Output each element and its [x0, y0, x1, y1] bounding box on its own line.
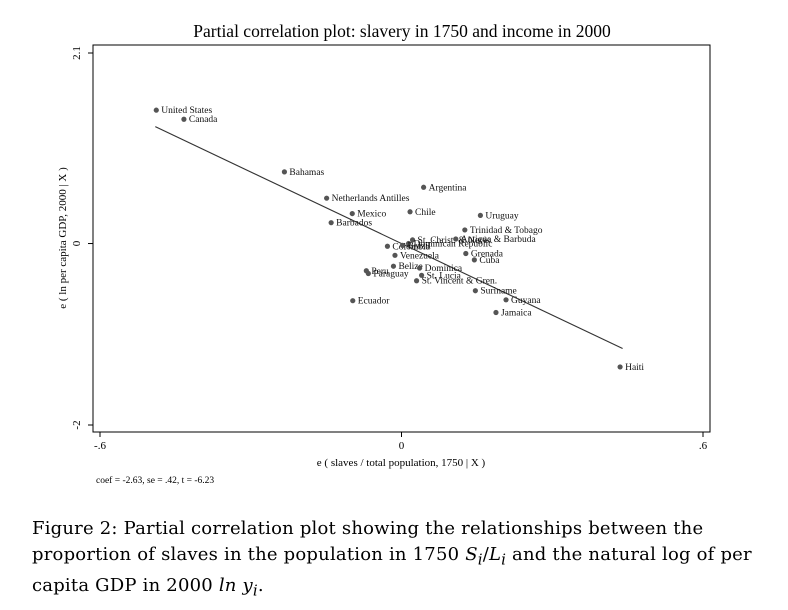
point-label: St. Christ. & Nevis — [418, 236, 491, 246]
plot-area — [92, 44, 711, 433]
data-point — [324, 195, 330, 201]
data-point — [453, 236, 459, 242]
data-point — [503, 297, 509, 303]
point-label: Uruguay — [485, 211, 518, 221]
data-point — [617, 364, 623, 370]
data-point — [328, 220, 334, 226]
point-label: St. Vincent & Gren. — [422, 277, 498, 287]
point-label: Jamaica — [501, 308, 532, 318]
data-point — [399, 242, 406, 248]
point-label: Argentina — [429, 183, 468, 193]
data-point — [153, 107, 159, 113]
point-label: Brazil — [408, 241, 432, 251]
point-label: Mexico — [357, 210, 386, 220]
data-point — [409, 237, 416, 243]
point-label: Dominican Republic — [414, 240, 493, 250]
y-tick-label: 0 — [71, 240, 83, 246]
x-tick-label: .6 — [699, 440, 708, 452]
x-tick-label: 0 — [399, 440, 405, 452]
point-label: Ecuador — [358, 297, 390, 307]
point-label: Netherlands Antilles — [332, 194, 410, 204]
data-point — [463, 250, 469, 257]
data-point — [477, 212, 483, 219]
partial-correlation-chart: Partial correlation plot: slavery in 175… — [57, 21, 711, 486]
data-point — [349, 210, 355, 217]
point-label: Bahamas — [289, 168, 324, 178]
data-point — [471, 257, 477, 263]
data-point — [407, 209, 413, 215]
caption-text-2: and the natural log of per capita GDP in… — [32, 544, 752, 596]
caption-math-s-letter: S — [465, 544, 478, 565]
point-label: Belize — [398, 262, 422, 272]
caption-slash: / — [482, 544, 489, 565]
point-label: Trinidad & Tobago — [470, 226, 543, 236]
caption-math-s: Si — [465, 544, 483, 569]
point-label: Barbados — [336, 219, 372, 229]
caption-math-lny: ln yi — [218, 574, 258, 600]
caption-math-l: Li — [488, 544, 506, 569]
point-label: Grenada — [471, 250, 504, 260]
data-point — [416, 265, 423, 271]
axes: -.6 0 .6 -2 0 2.1 — [71, 46, 708, 452]
fit-line — [155, 126, 623, 350]
chart-title: Partial correlation plot: slavery in 175… — [193, 21, 611, 41]
data-point — [413, 278, 420, 284]
data-point — [405, 240, 412, 247]
point-label: St. Lucia — [427, 271, 462, 281]
point-label: Dominica — [425, 264, 463, 274]
point-label: Cuba — [479, 256, 500, 266]
data-point — [181, 116, 187, 122]
data-point — [493, 309, 499, 316]
data-point — [421, 184, 427, 190]
y-axis-label: e ( ln per capita GDP, 2000 | X ) — [57, 167, 69, 309]
data-point — [365, 270, 371, 277]
caption-math-l-sub: i — [501, 550, 507, 569]
point-label: Antigua & Barbuda — [461, 235, 537, 245]
y-tick-label: 2.1 — [71, 46, 83, 60]
caption-text: Figure 2: Partial correlation plot showi… — [32, 518, 704, 565]
data-point — [462, 227, 468, 233]
point-label: Paraguay — [373, 269, 409, 279]
data-point — [472, 288, 478, 294]
point-label: United States — [161, 106, 212, 116]
point-label: Chile — [415, 208, 436, 218]
point-label: Canada — [189, 115, 218, 125]
caption-math-lny-sub: i — [252, 581, 258, 600]
caption-math-l-letter: L — [488, 544, 502, 565]
point-label: Peru — [371, 267, 389, 277]
y-tick-label: -2 — [71, 420, 83, 429]
stats-note: coef = -2.63, se = .42, t = -6.23 — [96, 475, 214, 486]
caption-math-s-sub: i — [477, 550, 483, 569]
data-point — [390, 263, 397, 269]
data-point — [392, 252, 398, 258]
figure-caption: Figure 2: Partial correlation plot showi… — [32, 516, 752, 603]
fit-line-group — [155, 126, 623, 350]
point-label: Suriname — [480, 287, 516, 297]
x-axis-label: e ( slaves / total population, 1750 | X … — [317, 457, 486, 469]
point-label: Guyana — [511, 296, 541, 306]
point-label: Colombia — [392, 242, 430, 252]
data-point — [350, 298, 356, 304]
caption-text-3: . — [257, 574, 264, 596]
point-label: Venezuela — [400, 251, 440, 261]
caption-math-lny-letters: ln y — [218, 574, 253, 596]
x-tick-label: -.6 — [94, 440, 106, 452]
data-point — [384, 243, 391, 249]
data-point — [281, 169, 288, 175]
point-label: Haiti — [625, 363, 644, 373]
data-point — [419, 272, 425, 278]
